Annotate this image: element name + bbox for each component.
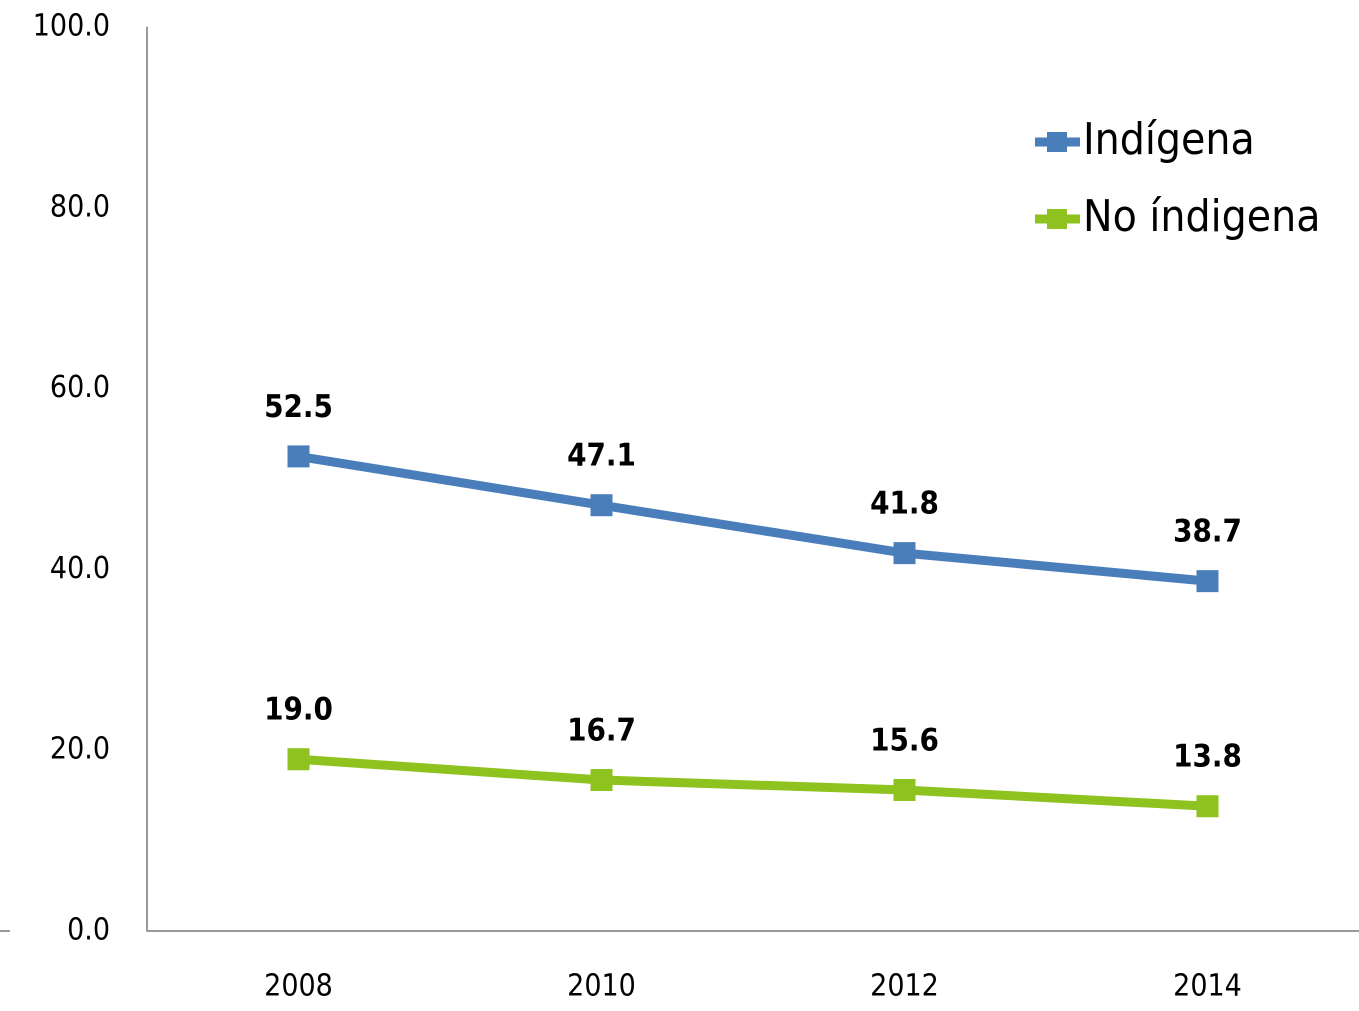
legend-label: No índigena: [1083, 191, 1320, 242]
data-label: 19.0: [264, 692, 333, 728]
data-label: 38.7: [1173, 514, 1242, 550]
marker: [1196, 795, 1219, 818]
data-label: 41.8: [870, 486, 939, 522]
y-tick-label: 80.0: [50, 189, 110, 224]
y-tick-label: 100.0: [33, 9, 110, 44]
legend-marker: [1047, 209, 1067, 229]
y-tick-label: 40.0: [50, 551, 110, 586]
marker: [893, 778, 916, 801]
data-label: 15.6: [870, 722, 939, 758]
series-line: [298, 754, 1208, 811]
x-tick-label: 2014: [1173, 969, 1242, 1004]
data-label: 47.1: [567, 438, 636, 474]
y-tick-label: 0.0: [67, 913, 110, 948]
marker: [590, 494, 613, 517]
legend-label: Indígena: [1083, 114, 1255, 165]
marker: [287, 445, 310, 468]
x-tick-label: 2008: [264, 969, 333, 1004]
y-tick-label: 20.0: [50, 732, 110, 767]
marker: [287, 748, 310, 771]
data-label: 52.5: [264, 389, 333, 425]
series-line: [297, 451, 1208, 586]
legend-marker: [1047, 132, 1067, 152]
y-tick-label: 60.0: [50, 370, 110, 405]
marker: [590, 769, 613, 792]
data-label: 13.8: [1173, 739, 1242, 775]
marker: [893, 542, 916, 565]
data-label: 16.7: [567, 713, 636, 749]
marker: [1196, 570, 1219, 593]
x-tick-label: 2010: [567, 969, 636, 1004]
x-tick-label: 2012: [870, 969, 939, 1004]
